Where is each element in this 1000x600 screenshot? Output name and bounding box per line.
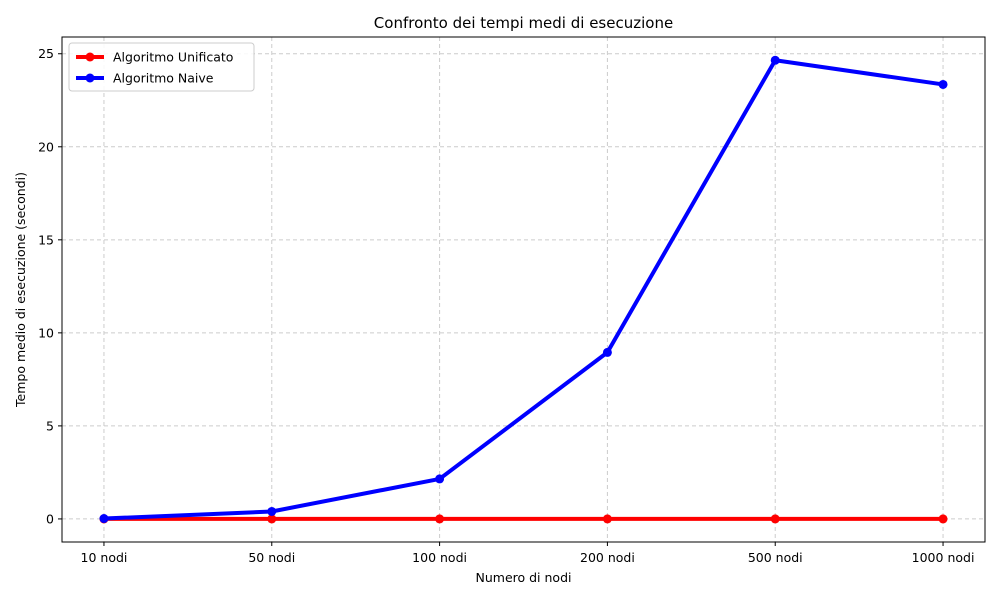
- x-tick-label: 10 nodi: [81, 550, 128, 565]
- x-tick-label: 100 nodi: [412, 550, 467, 565]
- y-tick-label: 5: [46, 418, 54, 433]
- y-axis-title: Tempo medio di esecuzione (secondi): [13, 172, 28, 408]
- data-point: [938, 79, 948, 89]
- data-point: [602, 347, 612, 357]
- chart-title: Confronto dei tempi medi di esecuzione: [374, 14, 673, 32]
- legend-box: [68, 42, 255, 92]
- plot-frame: [61, 36, 986, 543]
- legend-item: Algoritmo Unificato: [76, 50, 233, 65]
- data-point: [435, 474, 445, 484]
- x-ticks: 10 nodi 50 nodi 100 nodi 200 nodi 500 nodi 10…: [81, 542, 975, 565]
- data-point: [99, 514, 109, 524]
- y-tick-label: 20: [38, 139, 54, 154]
- legend-item: Algoritmo Naive: [76, 71, 214, 86]
- y-tick-label: 10: [38, 325, 54, 340]
- y-tick-label: 25: [38, 46, 54, 61]
- data-point: [770, 514, 780, 524]
- legend-marker: [85, 73, 95, 83]
- series-layer: [99, 55, 948, 524]
- y-tick-label: 0: [46, 511, 54, 526]
- data-point: [435, 514, 445, 524]
- legend-marker: [85, 52, 95, 62]
- legend-label: Algoritmo Naive: [113, 71, 214, 86]
- grid-layer: [62, 37, 985, 542]
- series-line: [101, 58, 946, 521]
- legend: Algoritmo Unificato Algoritmo Naive: [68, 42, 255, 92]
- x-tick-label: 1000 nodi: [912, 550, 975, 565]
- data-point: [770, 55, 780, 65]
- y-tick-label: 15: [38, 232, 54, 247]
- x-axis-title: Numero di nodi: [476, 570, 572, 585]
- data-point: [938, 514, 948, 524]
- data-point: [267, 514, 277, 524]
- legend-label: Algoritmo Unificato: [113, 50, 233, 65]
- data-point: [267, 506, 277, 516]
- series-2: [99, 55, 948, 524]
- x-tick-label: 500 nodi: [748, 550, 803, 565]
- data-point: [602, 514, 612, 524]
- x-tick-label: 200 nodi: [580, 550, 635, 565]
- y-ticks: 0 5 10 15 20 25: [38, 46, 62, 526]
- x-tick-label: 50 nodi: [248, 550, 295, 565]
